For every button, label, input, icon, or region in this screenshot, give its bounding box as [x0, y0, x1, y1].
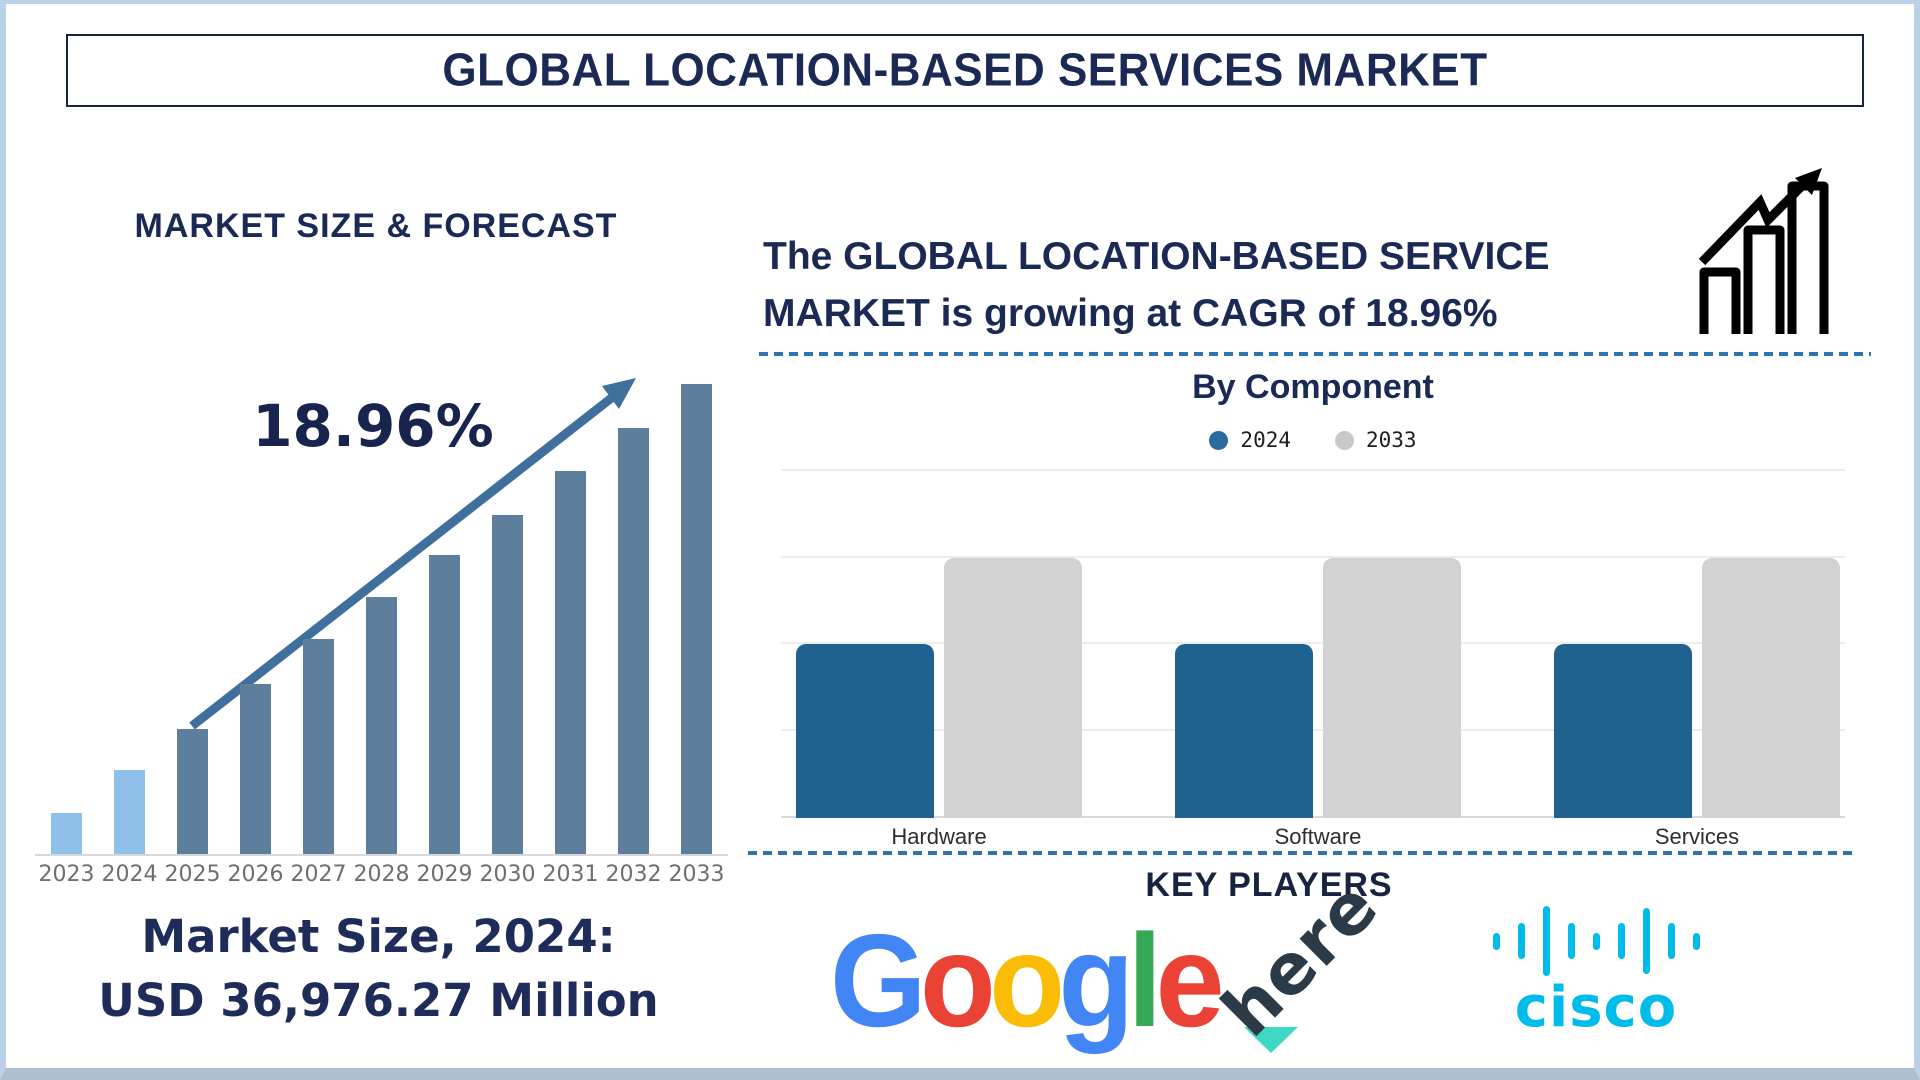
forecast-bar-2025	[177, 729, 208, 854]
legend-label-2033: 2033	[1366, 428, 1417, 452]
forecast-bar-2026	[240, 684, 271, 854]
forecast-year-label-2032: 2032	[605, 862, 662, 887]
cisco-bar-0	[1492, 932, 1500, 950]
market-size-forecast-title: MARKET SIZE & FORECAST	[134, 207, 618, 245]
forecast-year-label-2030: 2030	[479, 862, 536, 887]
growth-chart-icon	[1698, 168, 1829, 334]
google-letter: o	[989, 907, 1065, 1054]
cisco-bar-8	[1692, 932, 1700, 950]
forecast-bar-2030	[492, 515, 523, 854]
legend-item-2033: 2033	[1335, 428, 1417, 452]
gridline-25	[781, 729, 1845, 731]
component-bar-software-2033	[1323, 558, 1461, 818]
cagr-heading-line1: The GLOBAL LOCATION-BASED SERVICE	[763, 235, 1550, 278]
cisco-logo-text: cisco	[1514, 975, 1678, 1040]
cisco-bar-7	[1667, 923, 1675, 959]
forecast-year-labels: 2023 2024 2025 2026 2027 2028 2029 2030 2031 2032…	[35, 862, 728, 887]
forecast-bar-col-2026	[224, 684, 287, 854]
key-players-title: KEY PLAYERS	[1145, 866, 1393, 904]
component-bar-services-2033	[1702, 558, 1840, 818]
forecast-bar-2027	[303, 639, 334, 854]
component-bar-software-2024	[1175, 644, 1313, 818]
gridline-75	[781, 556, 1845, 558]
cisco-logo: cisco	[1491, 902, 1701, 1052]
forecast-bar-2024	[114, 770, 145, 854]
component-chart	[781, 469, 1845, 818]
cisco-bar-1	[1517, 923, 1525, 959]
forecast-bar-col-2032	[602, 428, 665, 854]
forecast-bar-col-2031	[539, 471, 602, 854]
google-letter: o	[919, 907, 996, 1054]
component-category-labels: Hardware Software Services	[781, 824, 1845, 850]
forecast-bar-col-2024	[98, 770, 161, 854]
forecast-bar-2032	[618, 428, 649, 854]
forecast-bar-col-2025	[161, 729, 224, 854]
legend-item-2024: 2024	[1209, 428, 1291, 452]
page-title: GLOBAL LOCATION-BASED SERVICES MARKET	[442, 44, 1488, 96]
forecast-bar-col-2028	[350, 597, 413, 854]
google-letter: g	[1058, 907, 1134, 1054]
component-label-hardware: Hardware	[891, 824, 987, 849]
component-bar-hardware-2033	[944, 558, 1082, 818]
forecast-bar-col-2030	[476, 515, 539, 854]
component-group-software	[1175, 558, 1461, 818]
forecast-bar-2029	[429, 555, 460, 854]
cagr-heading-line2: MARKET is growing at CAGR of 18.96%	[763, 292, 1498, 335]
forecast-bar-2023	[51, 813, 82, 854]
dashed-divider-bottom	[748, 851, 1852, 855]
component-bar-services-2024	[1554, 644, 1692, 818]
component-bar-hardware-2024	[796, 644, 934, 818]
google-letter: e	[1155, 907, 1225, 1054]
market-size-caption-line1: Market Size, 2024:	[141, 910, 616, 963]
legend-label-2024: 2024	[1240, 428, 1291, 452]
forecast-year-label-2031: 2031	[542, 862, 599, 887]
cisco-bar-3	[1567, 923, 1575, 959]
forecast-year-label-2033: 2033	[668, 862, 725, 887]
gridline-100	[781, 469, 1845, 471]
forecast-bar-2031	[555, 471, 586, 854]
forecast-bar-col-2027	[287, 639, 350, 854]
component-label-services: Services	[1654, 824, 1740, 849]
cisco-bar-5	[1617, 923, 1625, 959]
component-group-services	[1554, 558, 1840, 818]
title-box: GLOBAL LOCATION-BASED SERVICES MARKET	[66, 34, 1864, 107]
by-component-title: By Component	[1192, 368, 1434, 406]
cisco-bar-4	[1592, 932, 1600, 950]
gridline-50	[781, 642, 1845, 644]
market-size-caption-line2: USD 36,976.27 Million	[98, 974, 659, 1027]
component-groups	[781, 471, 1845, 818]
cagr-heading: The GLOBAL LOCATION-BASED SERVICE MARKET…	[763, 228, 1693, 342]
forecast-year-label-2028: 2028	[353, 862, 410, 887]
component-label-software: Software	[1274, 824, 1362, 849]
here-logo: here	[1206, 865, 1454, 1056]
forecast-year-label-2023: 2023	[38, 862, 95, 887]
forecast-year-label-2026: 2026	[227, 862, 284, 887]
cisco-bar-2	[1542, 906, 1550, 976]
forecast-year-label-2025: 2025	[164, 862, 221, 887]
cagr-value: 18.96%	[252, 392, 494, 460]
google-letter: l	[1127, 907, 1162, 1054]
component-group-hardware	[796, 558, 1082, 818]
legend-dot-2033	[1335, 430, 1354, 450]
google-letter: G	[830, 907, 927, 1054]
forecast-bar-2033	[681, 384, 712, 854]
forecast-bar-col-2033	[665, 384, 728, 854]
gridline-0	[781, 816, 1845, 818]
component-legend: 2024 2033	[1013, 428, 1613, 452]
dashed-divider-top	[759, 352, 1871, 356]
here-triangle-icon	[1244, 1027, 1298, 1053]
forecast-bars	[35, 384, 728, 856]
legend-dot-2024	[1209, 430, 1229, 450]
forecast-year-label-2029: 2029	[416, 862, 473, 887]
forecast-bar-2028	[366, 597, 397, 854]
cisco-bars-icon	[1491, 902, 1701, 980]
forecast-year-label-2027: 2027	[290, 862, 347, 887]
forecast-bar-col-2023	[35, 813, 98, 854]
forecast-bar-col-2029	[413, 555, 476, 854]
forecast-year-label-2024: 2024	[101, 862, 158, 887]
cisco-bar-6	[1642, 908, 1650, 974]
